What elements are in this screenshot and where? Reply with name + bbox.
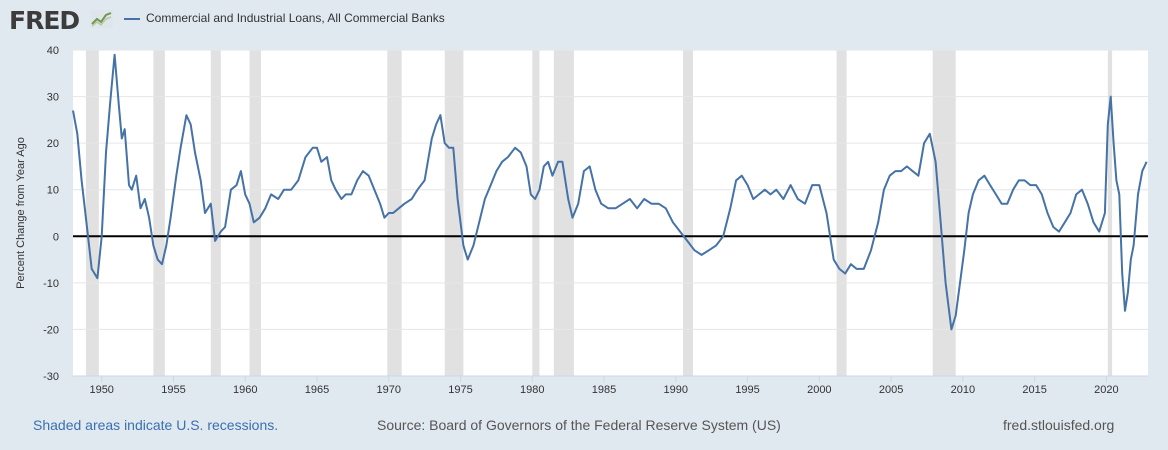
y-tick-label: -10 bbox=[43, 278, 59, 290]
recession-band bbox=[153, 50, 165, 376]
y-tick-label: -30 bbox=[43, 371, 59, 383]
recession-band bbox=[682, 50, 694, 376]
chart-line-icon bbox=[90, 10, 113, 28]
recession-band bbox=[836, 50, 847, 376]
recession-band bbox=[85, 50, 99, 376]
series-line bbox=[72, 53, 1148, 331]
x-tick-label: 2010 bbox=[951, 384, 975, 396]
x-tick-label: 1980 bbox=[520, 384, 544, 396]
y-tick-label: 0 bbox=[53, 231, 59, 243]
x-tick-label: 1950 bbox=[89, 384, 113, 396]
x-tick-label: 1975 bbox=[448, 384, 472, 396]
y-tick-label: 30 bbox=[47, 92, 59, 104]
x-tick-label: 2000 bbox=[807, 384, 831, 396]
legend-swatch bbox=[124, 18, 140, 20]
y-tick-label: 20 bbox=[47, 138, 59, 150]
y-tick-label: -20 bbox=[43, 324, 59, 336]
y-tick-label: 10 bbox=[47, 185, 59, 197]
recession-band bbox=[249, 50, 262, 376]
recession-band bbox=[532, 50, 540, 376]
x-tick-label: 1955 bbox=[161, 384, 185, 396]
y-axis-label: Percent Change from Year Ago bbox=[15, 137, 27, 289]
x-tick-label: 2005 bbox=[879, 384, 903, 396]
recession-band bbox=[553, 50, 574, 376]
recession-band bbox=[932, 50, 956, 376]
y-tick-label: 40 bbox=[47, 45, 59, 57]
legend-series-label[interactable]: Commercial and Industrial Loans, All Com… bbox=[146, 11, 445, 25]
x-tick-label: 1990 bbox=[664, 384, 688, 396]
x-tick-label: 2015 bbox=[1022, 384, 1046, 396]
recession-band bbox=[1107, 50, 1113, 376]
recession-band bbox=[210, 50, 221, 376]
x-tick-label: 1965 bbox=[305, 384, 329, 396]
x-tick-label: 1970 bbox=[377, 384, 401, 396]
x-tick-label: 1995 bbox=[735, 384, 759, 396]
recession-note[interactable]: Shaded areas indicate U.S. recessions. bbox=[33, 417, 279, 433]
plot-area bbox=[73, 50, 1148, 376]
x-tick-label: 1985 bbox=[592, 384, 616, 396]
x-tick-label: 1960 bbox=[233, 384, 257, 396]
site-link[interactable]: fred.stlouisfed.org bbox=[1003, 417, 1115, 433]
chart-header: FRED Commercial and Industrial Loans, Al… bbox=[0, 0, 1168, 40]
source-note[interactable]: Source: Board of Governors of the Federa… bbox=[377, 417, 781, 433]
x-tick-label: 2020 bbox=[1094, 384, 1118, 396]
recession-band bbox=[444, 50, 464, 376]
fred-logo[interactable]: FRED bbox=[9, 6, 80, 35]
